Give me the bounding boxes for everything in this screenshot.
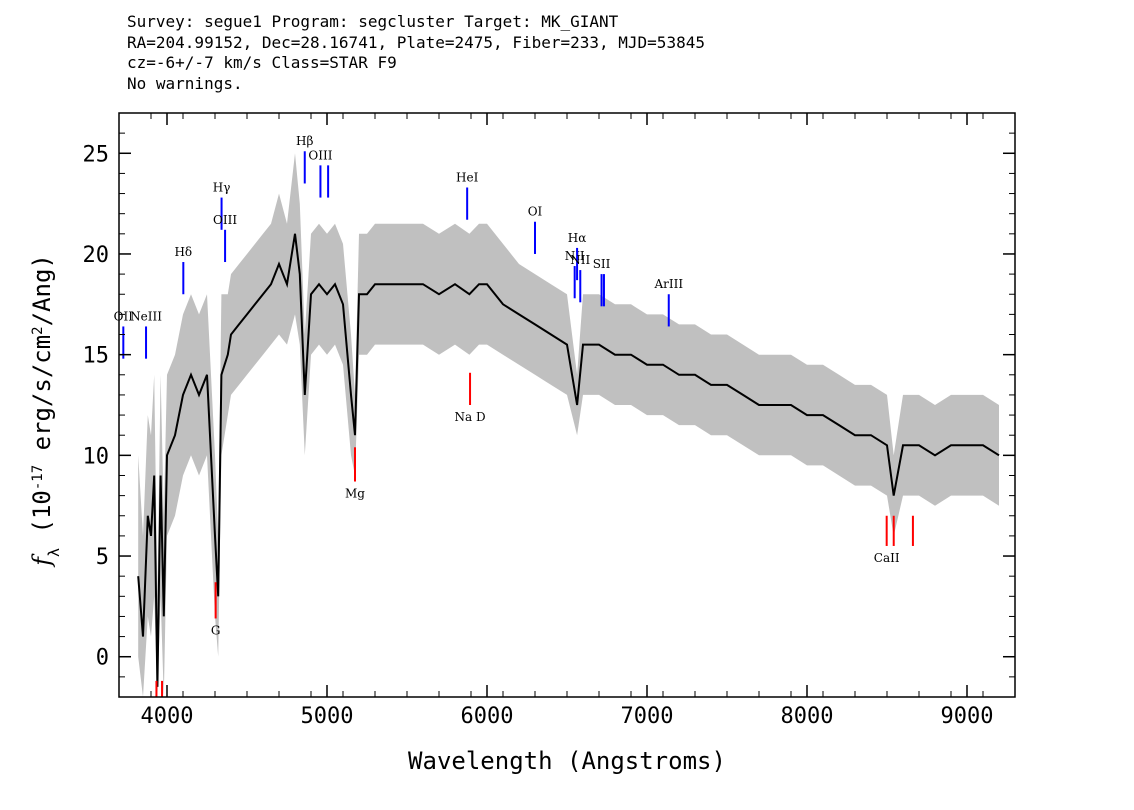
y-tick-label: 15 (83, 344, 110, 369)
x-tick-label: 8000 (781, 704, 834, 729)
y-tick-label: 0 (96, 646, 109, 671)
emission-line-label: Hδ (174, 245, 192, 259)
emission-line-label: HeI (456, 170, 479, 184)
absorption-line-label: Mg (345, 487, 365, 501)
error-band (138, 153, 999, 698)
spectrum-header: Survey: segue1 Program: segcluster Targe… (127, 12, 705, 94)
x-axis-title: Wavelength (Angstroms) (408, 747, 726, 775)
y-tick-label: 25 (83, 142, 110, 167)
y-tick-label: 5 (96, 545, 109, 570)
x-tick-label: 7000 (621, 704, 674, 729)
emission-line-label: NII (570, 253, 590, 267)
emission-line-label: Hα (568, 231, 587, 245)
x-tick-label: 6000 (461, 704, 514, 729)
flux-series-layer (137, 233, 1000, 687)
emission-line-label: ArIII (653, 277, 683, 291)
absorption-line-label: CaII (874, 551, 900, 565)
survey-line: Survey: segue1 Program: segcluster Targe… (127, 12, 619, 31)
emission-line-label: SII (593, 257, 611, 271)
absorption-line-label: G (211, 624, 221, 638)
emission-line-label: Hγ (213, 181, 231, 195)
emission-line-label: OI (528, 205, 543, 219)
emission-line-label: Hβ (296, 134, 313, 148)
coordinates-line: RA=204.99152, Dec=28.16741, Plate=2475, … (127, 32, 705, 52)
y-axis-title: fλ (10-17 erg/s/cm2/Ang) (28, 254, 63, 568)
axis-ticks-layer: 4000 5000 6000 7000 8000 9000 0 5 10 15 20 25 (83, 112, 1016, 729)
emission-line-label: NII (565, 249, 585, 263)
error-band-layer (138, 153, 999, 698)
x-tick-label: 5000 (301, 704, 354, 729)
x-tick-label: 9000 (941, 704, 994, 729)
emission-line-label: OIII (308, 148, 332, 162)
warnings-line: No warnings. (127, 73, 243, 93)
absorption-line-label: Na D (454, 410, 485, 424)
x-tick-label: 4000 (141, 704, 194, 729)
emission-line-label: NeIII (130, 309, 162, 323)
y-tick-label: 10 (83, 444, 110, 469)
y-tick-label: 20 (83, 243, 110, 268)
redshift-class-line: cz=-6+/-7 km/s Class=STAR F9 (127, 53, 397, 72)
flux-series-line (137, 233, 1000, 687)
emission-line-label: OIII (213, 213, 237, 227)
